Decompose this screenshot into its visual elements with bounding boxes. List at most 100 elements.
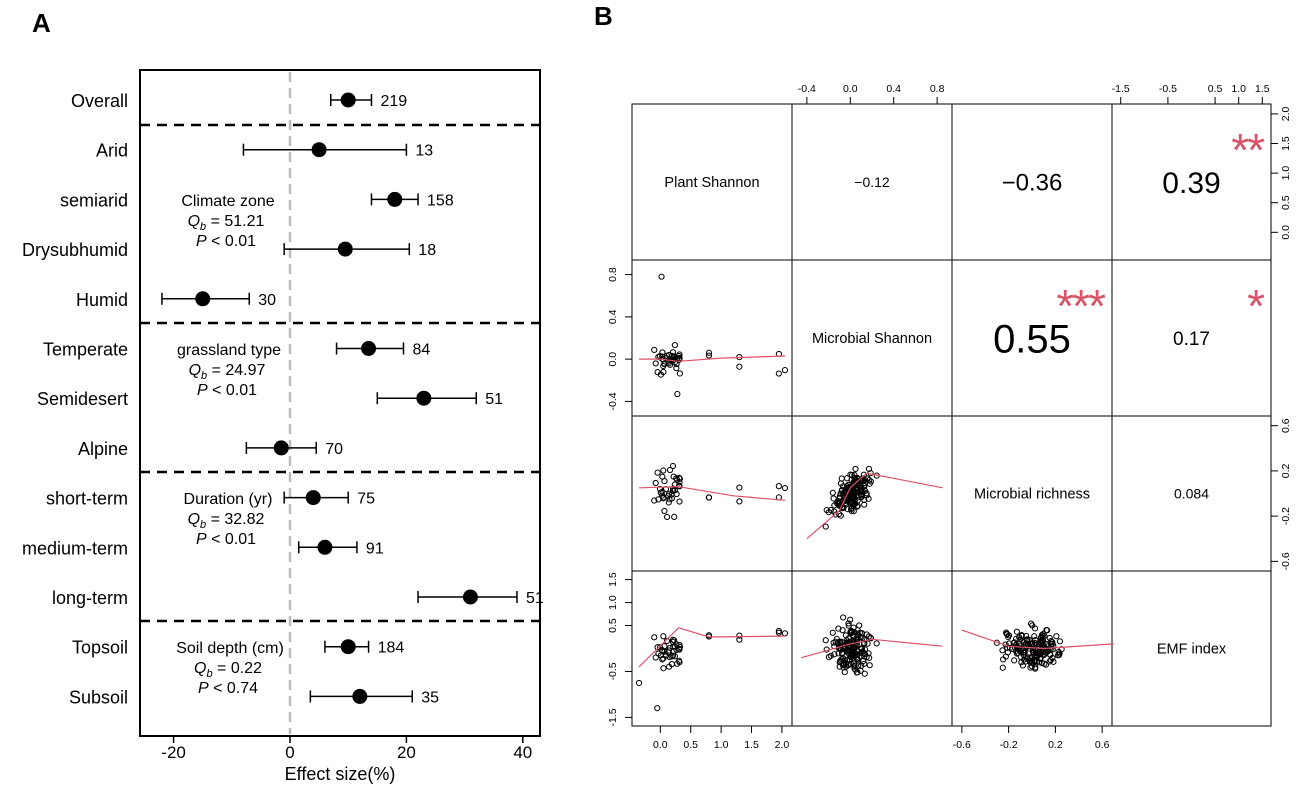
sample-size: 70 xyxy=(325,441,343,458)
sample-size: 91 xyxy=(366,540,384,557)
row-label: Arid xyxy=(96,141,128,161)
scatter-point xyxy=(1030,648,1037,656)
row-label: medium-term xyxy=(22,538,128,558)
loess-line xyxy=(638,486,786,501)
top-axis-label: 0.4 xyxy=(886,83,901,95)
scatter-point xyxy=(825,509,832,516)
scatter-point xyxy=(666,496,673,503)
q-statistic: Qb = 24.97 xyxy=(189,362,266,382)
panel-label-a: A xyxy=(32,8,51,38)
scatter-point xyxy=(866,477,873,484)
scatter-point xyxy=(848,629,855,637)
loess-line xyxy=(639,355,786,362)
row-label: Alpine xyxy=(78,439,128,459)
significance-stars: *** xyxy=(1056,280,1106,332)
scatter-point xyxy=(1032,664,1039,671)
forest-plot-frame xyxy=(139,69,541,737)
q-statistic: Qb = 32.82 xyxy=(188,511,265,531)
group-title: Soil depth (cm) xyxy=(176,640,284,657)
scatter-point xyxy=(854,479,861,486)
scatter-point xyxy=(1020,649,1028,656)
q-symbol: Q xyxy=(188,511,200,528)
scatter-point xyxy=(1043,646,1050,653)
scatter-point xyxy=(830,495,837,502)
scatter-point xyxy=(845,481,852,488)
scatter-point xyxy=(669,462,677,470)
x-axis-label: Effect size(%) xyxy=(285,764,396,784)
effect-point xyxy=(416,390,432,406)
bottom-axis-label: 2.0 xyxy=(775,739,790,751)
correlation-value: 0.084 xyxy=(1174,486,1209,502)
scatter-point xyxy=(1053,633,1060,640)
scatter-point xyxy=(999,664,1006,671)
p-statistic: P < 0.74 xyxy=(198,680,258,697)
scatter-point xyxy=(863,653,870,661)
scatter-point xyxy=(676,498,683,505)
row-label: Semidesert xyxy=(37,389,128,409)
scatter-point xyxy=(705,494,713,501)
scatter-point xyxy=(781,484,789,492)
scatter-point xyxy=(1029,643,1037,650)
left-axis-label: 0.8 xyxy=(607,267,619,282)
scatter-point xyxy=(867,478,874,485)
p-symbol: P xyxy=(196,233,207,250)
bottom-axis-label: 0.6 xyxy=(1095,739,1110,751)
scatter-point xyxy=(669,636,677,643)
scatter-point xyxy=(635,679,643,687)
scatter-point xyxy=(1040,641,1047,649)
effect-point xyxy=(340,639,356,655)
scatter-point xyxy=(1056,638,1064,645)
scatter-point xyxy=(705,352,713,359)
top-axis-label: 0.8 xyxy=(930,83,945,95)
effect-point xyxy=(305,490,321,506)
scatter-point xyxy=(854,659,861,666)
top-axis-label: 1.5 xyxy=(1255,83,1270,95)
sample-size: 184 xyxy=(378,640,405,657)
scatter-point xyxy=(659,349,666,356)
scatter-point xyxy=(866,662,873,669)
scatter-point xyxy=(1017,653,1024,661)
scatter-point xyxy=(861,636,868,643)
row-label: Topsoil xyxy=(72,638,128,658)
top-axis-label: 0.0 xyxy=(843,83,858,95)
q-symbol: Q xyxy=(188,213,200,230)
scatter-point xyxy=(669,485,677,492)
scatter-point xyxy=(655,496,662,503)
scatter-point xyxy=(675,482,683,489)
scatter-point xyxy=(1014,645,1021,652)
scatter-point xyxy=(839,627,846,634)
scatter-point xyxy=(832,638,839,645)
scatter-point xyxy=(822,523,829,530)
scatter-point xyxy=(849,489,856,496)
effect-point xyxy=(462,589,478,605)
scatter-point xyxy=(669,652,677,659)
scatter-point xyxy=(660,368,667,376)
scatter-point xyxy=(840,614,847,621)
scatter-point xyxy=(1029,640,1036,647)
scatter-point xyxy=(775,370,782,377)
row-label: Temperate xyxy=(43,340,128,360)
scatter-point xyxy=(652,360,659,367)
correlation-value: −0.12 xyxy=(854,174,890,190)
panel-label-b: B xyxy=(594,1,613,31)
top-axis-label: -0.5 xyxy=(1159,83,1177,95)
effect-point xyxy=(340,92,356,108)
scatter-point xyxy=(859,634,866,641)
loess-line xyxy=(806,472,943,540)
sample-size: 84 xyxy=(412,342,430,359)
scatter-point xyxy=(674,476,681,483)
bottom-axis-label: -0.2 xyxy=(1000,739,1018,751)
scatter-point xyxy=(1023,637,1030,645)
variable-label: Microbial richness xyxy=(974,487,1090,503)
effect-point xyxy=(352,688,368,704)
scatter-point xyxy=(659,656,666,663)
scatter-point xyxy=(848,627,855,634)
scatter-point xyxy=(775,629,782,636)
scatter-point xyxy=(843,660,850,668)
effect-point xyxy=(337,241,353,257)
loess-line xyxy=(961,629,1114,650)
q-subscript: b xyxy=(200,221,206,233)
scatter-point xyxy=(863,631,870,638)
q-statistic: Qb = 51.21 xyxy=(188,213,265,233)
scatter-point xyxy=(651,346,658,353)
